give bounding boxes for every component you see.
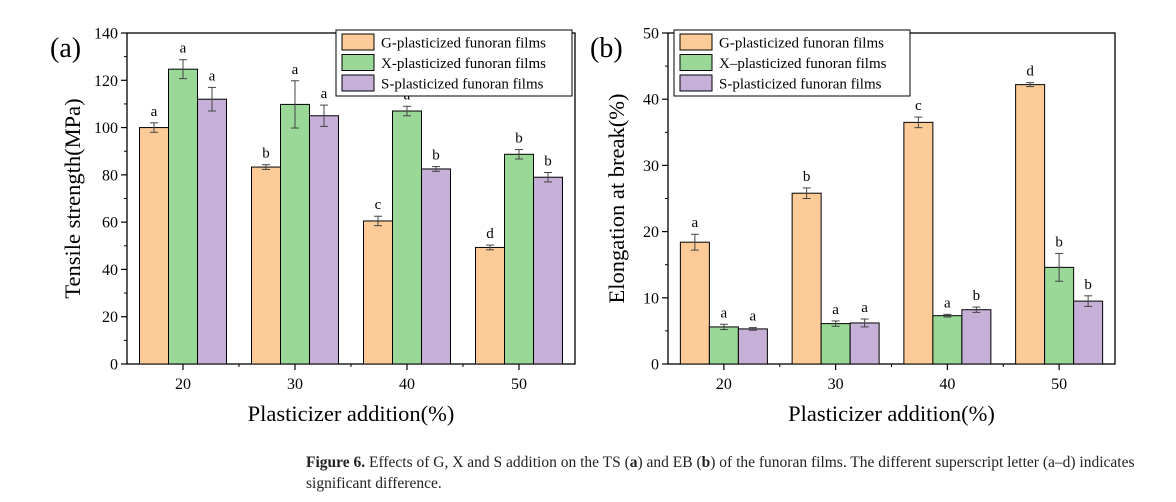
significance-letter: a	[721, 305, 728, 321]
y-axis-title: Tensile strength(MPa)	[60, 98, 85, 298]
bar	[737, 328, 768, 365]
caption-text-1: Effects of G, X and S addition on the TS…	[369, 454, 630, 471]
bar	[139, 127, 169, 365]
y-axis-title: Elongation at break(%)	[604, 94, 629, 304]
bar	[1073, 300, 1104, 365]
legend-swatch	[341, 33, 375, 51]
significance-letter: c	[915, 98, 922, 114]
bar	[251, 166, 281, 365]
bar	[932, 315, 963, 365]
bar	[309, 115, 339, 365]
caption-text-3: ) and EB (	[637, 454, 702, 471]
legend-label: G-plasticized funoran films	[381, 36, 546, 52]
y-tick-label: 0	[110, 357, 118, 374]
bar	[363, 220, 393, 365]
x-tick-label: 30	[287, 376, 303, 393]
panel-label: (b)	[590, 33, 623, 64]
y-tick-label: 0	[651, 357, 659, 374]
significance-letter: b	[973, 288, 981, 304]
legend-label: S-plasticized funoran films	[381, 77, 544, 93]
bar	[1044, 266, 1075, 365]
x-tick-label: 50	[511, 376, 527, 393]
legend-box	[673, 29, 911, 97]
x-tick-label: 30	[828, 376, 844, 393]
y-tick-label: 30	[643, 158, 659, 175]
legend-swatch	[341, 54, 375, 71]
bar	[849, 322, 880, 365]
significance-letter: b	[544, 153, 552, 169]
bar	[197, 98, 227, 365]
legend-swatch	[679, 54, 713, 71]
x-tick-label: 50	[1051, 376, 1067, 393]
significance-letter: a	[209, 68, 216, 84]
caption-text-2: a	[629, 454, 638, 471]
bar	[791, 192, 822, 365]
significance-letter: a	[292, 62, 299, 78]
figure-canvas: 02040608010012014020aaa30baa40cab50dbbPl…	[50, 26, 1116, 426]
y-tick-label: 40	[102, 262, 118, 279]
significance-letter: a	[832, 302, 839, 318]
x-tick-label: 20	[175, 376, 191, 393]
caption-label: Figure 6.	[306, 454, 366, 471]
y-tick-label: 20	[643, 224, 659, 241]
chart-panel-a: 02040608010012014020aaa30baa40cab50dbbPl…	[50, 26, 576, 426]
bar	[504, 153, 534, 365]
bar	[392, 110, 422, 365]
panel-label: (a)	[50, 33, 81, 64]
y-tick-label: 10	[643, 290, 659, 307]
legend-label: X–plasticized funoran films	[719, 56, 887, 72]
y-tick-label: 20	[102, 309, 118, 326]
significance-letter: c	[375, 197, 382, 213]
significance-letter: d	[486, 226, 494, 242]
bar	[679, 241, 710, 365]
legend-label: X-plasticized funoran films	[381, 56, 546, 72]
x-tick-label: 40	[939, 376, 955, 393]
x-axis-title: Plasticizer addition(%)	[788, 401, 995, 426]
y-tick-label: 100	[94, 120, 118, 137]
caption-text-5: ) of the funoran films. The different su…	[306, 454, 1135, 492]
legend-box	[335, 29, 573, 97]
bar	[961, 309, 992, 365]
significance-letter: b	[515, 131, 523, 147]
significance-letter: a	[151, 104, 158, 120]
y-tick-label: 120	[94, 73, 118, 90]
significance-letter: b	[262, 146, 270, 162]
y-tick-label: 40	[643, 92, 659, 109]
legend-label: S-plasticized funoran films	[719, 77, 882, 93]
y-tick-label: 60	[102, 215, 118, 232]
x-tick-label: 20	[716, 376, 732, 393]
significance-letter: a	[692, 215, 699, 231]
significance-letter: a	[861, 300, 868, 316]
bar	[903, 121, 934, 365]
y-tick-label: 140	[94, 26, 118, 43]
bar	[168, 68, 198, 365]
bar	[280, 103, 310, 365]
legend-swatch	[341, 74, 375, 92]
significance-letter: b	[432, 148, 440, 164]
bar	[708, 326, 739, 365]
significance-letter: a	[321, 86, 328, 102]
significance-letter: d	[1026, 64, 1034, 80]
figure-caption: Figure 6. Effects of G, X and S addition…	[306, 452, 1166, 494]
bar	[820, 323, 851, 365]
significance-letter: b	[1084, 277, 1092, 293]
bar	[1015, 84, 1046, 365]
chart-panel-b: 0 10 20 30 40 50 20 a a a 30 b a a 40 c a b 50 d b b Plasticiz…	[590, 26, 1116, 426]
caption-text-4: b	[701, 454, 711, 471]
bar	[533, 176, 563, 365]
y-tick-label: 50	[643, 26, 659, 43]
legend-label: G-plasticized funoran films	[719, 36, 884, 52]
legend-swatch	[679, 74, 713, 92]
significance-letter: a	[180, 41, 187, 57]
significance-letter: a	[750, 309, 757, 325]
bar	[421, 168, 451, 365]
legend-swatch	[679, 33, 713, 51]
y-tick-label: 80	[102, 167, 118, 184]
significance-letter: b	[803, 169, 811, 185]
x-axis-title: Plasticizer addition(%)	[248, 401, 455, 426]
significance-letter: a	[944, 295, 951, 311]
significance-letter: b	[1055, 234, 1063, 250]
bar	[475, 246, 505, 365]
x-tick-label: 40	[399, 376, 415, 393]
